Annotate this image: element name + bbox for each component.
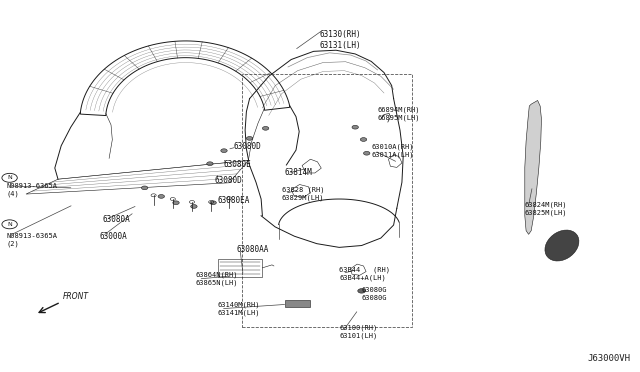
Text: 63140M(RH)
63141M(LH): 63140M(RH) 63141M(LH) xyxy=(218,302,260,316)
Circle shape xyxy=(158,195,164,198)
Circle shape xyxy=(262,126,269,130)
Text: 63080E: 63080E xyxy=(224,160,252,169)
Bar xyxy=(218,259,262,277)
Circle shape xyxy=(191,205,197,208)
Ellipse shape xyxy=(545,230,579,261)
Circle shape xyxy=(221,149,227,153)
Text: 63828 (RH)
63829M(LH): 63828 (RH) 63829M(LH) xyxy=(282,186,324,201)
Circle shape xyxy=(141,186,148,190)
Circle shape xyxy=(210,201,216,205)
Text: 63080D: 63080D xyxy=(214,176,242,185)
Circle shape xyxy=(358,289,365,293)
Circle shape xyxy=(246,137,253,140)
Text: 63824M(RH)
63825M(LH): 63824M(RH) 63825M(LH) xyxy=(525,201,567,215)
Text: 63080D: 63080D xyxy=(234,142,261,151)
Circle shape xyxy=(360,138,367,141)
Text: 63814M: 63814M xyxy=(285,169,312,177)
Text: N08913-6365A
(4): N08913-6365A (4) xyxy=(6,183,58,197)
Text: J63000VH: J63000VH xyxy=(588,354,630,363)
Text: 63080AA: 63080AA xyxy=(237,245,269,254)
Text: N: N xyxy=(7,175,12,180)
Text: 63080EA: 63080EA xyxy=(218,196,250,205)
Text: N: N xyxy=(7,222,12,227)
Circle shape xyxy=(207,162,213,166)
Circle shape xyxy=(364,151,370,155)
Text: 63130(RH)
63131(LH): 63130(RH) 63131(LH) xyxy=(320,30,362,50)
Text: FRONT: FRONT xyxy=(63,292,89,301)
Text: 63080G
63080G: 63080G 63080G xyxy=(362,287,387,301)
Circle shape xyxy=(352,125,358,129)
Circle shape xyxy=(173,201,179,205)
Text: 63010A(RH)
63011A(LH): 63010A(RH) 63011A(LH) xyxy=(371,144,413,158)
Text: 63000A: 63000A xyxy=(99,232,127,241)
Text: 63864N(RH)
63865N(LH): 63864N(RH) 63865N(LH) xyxy=(195,272,237,286)
Text: 63080A: 63080A xyxy=(102,215,130,224)
Polygon shape xyxy=(525,100,541,234)
Text: 63100(RH)
63101(LH): 63100(RH) 63101(LH) xyxy=(339,325,378,339)
Polygon shape xyxy=(285,300,310,307)
Text: 66894M(RH)
66895M(LH): 66894M(RH) 66895M(LH) xyxy=(378,106,420,121)
Text: 63B44   (RH)
63B44+A(LH): 63B44 (RH) 63B44+A(LH) xyxy=(339,266,390,280)
Bar xyxy=(242,74,412,327)
Text: N08913-6365A
(2): N08913-6365A (2) xyxy=(6,233,58,247)
